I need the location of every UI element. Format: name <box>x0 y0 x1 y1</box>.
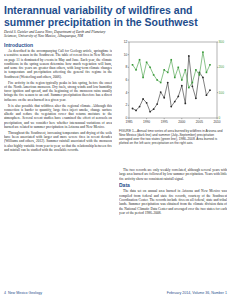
marker <box>142 77 144 79</box>
paragraph: Throughout the Southwest, increasing tem… <box>4 131 112 152</box>
title: Interannual variability of wildfires and… <box>4 4 228 28</box>
marker <box>195 97 197 99</box>
marker <box>185 69 187 71</box>
right-column: The two records are only weakly correlat… <box>119 168 227 287</box>
marker <box>153 108 155 110</box>
marker <box>202 51 204 53</box>
marker <box>142 98 144 100</box>
y2-tick-label: 100 <box>219 91 225 95</box>
marker <box>174 77 176 79</box>
paragraph: As described in the accompanying Call fo… <box>4 49 112 79</box>
y-tick <box>128 42 129 43</box>
marker <box>192 82 194 84</box>
marker <box>191 85 193 87</box>
marker <box>149 111 151 113</box>
marker <box>160 82 162 84</box>
x-tick-label: 1995 <box>161 120 168 124</box>
marker <box>160 91 162 93</box>
marker <box>163 97 165 99</box>
marker <box>202 77 204 79</box>
y-tick-label: 6 <box>126 78 128 82</box>
marker <box>206 72 208 74</box>
y-tick-label: 2 <box>126 103 128 107</box>
y-tick <box>128 67 129 68</box>
marker <box>199 74 201 76</box>
paragraph: It is also possible that wildfires alter… <box>4 104 112 130</box>
marker <box>146 102 148 104</box>
series-line <box>133 52 210 87</box>
caption: FIGURE 1—Annual time series of area burn… <box>119 130 227 146</box>
y-tick-label: 4 <box>126 91 128 95</box>
marker <box>188 55 190 57</box>
marker <box>132 108 134 110</box>
y2-tick-label: 200 <box>219 65 225 69</box>
heading: Data <box>119 182 227 188</box>
marker <box>174 101 176 103</box>
paragraph: The two records are only weakly correlat… <box>119 168 227 181</box>
plot-area <box>132 51 211 112</box>
y-tick-label: 12 <box>124 40 128 44</box>
marker <box>146 61 148 63</box>
paragraph: The data set on annual area burned in Ar… <box>119 189 227 215</box>
y-tick <box>128 80 129 81</box>
journal: New Mexico Geology <box>8 291 42 295</box>
marker <box>195 69 197 71</box>
marker <box>167 72 169 74</box>
marker <box>149 67 151 69</box>
footer: 4 New Mexico Geology February 2014, Volum… <box>4 291 227 295</box>
marker <box>135 110 137 112</box>
marker <box>163 69 165 71</box>
y-tick <box>128 54 129 55</box>
y-tick-label: 10 <box>124 53 128 57</box>
chart: 0246810120100200300198519901995200020052… <box>118 38 228 128</box>
marker <box>139 106 141 108</box>
marker <box>156 79 158 81</box>
marker <box>170 59 172 61</box>
marker <box>167 82 169 84</box>
y2-tick-label: 300 <box>219 40 225 44</box>
marker <box>188 87 190 89</box>
y-tick <box>128 92 129 93</box>
y-tick <box>128 118 129 119</box>
x-tick-label: 1990 <box>143 120 150 124</box>
marker <box>181 85 183 87</box>
marker <box>209 89 211 91</box>
marker <box>135 69 137 71</box>
marker <box>206 94 208 96</box>
authors: David S. Gutzler and Laura Nims, Departm… <box>4 30 112 39</box>
marker <box>139 59 141 61</box>
x-tick-label: 2010 <box>213 120 220 124</box>
marker <box>177 67 179 69</box>
x-tick-label: 2000 <box>178 120 185 124</box>
page-number: 4 <box>4 291 6 295</box>
left-column: IntroductionAs described in the accompan… <box>4 41 112 287</box>
marker <box>153 74 155 76</box>
marker <box>209 64 211 66</box>
marker <box>184 103 186 105</box>
y-tick-label: 8 <box>126 65 128 69</box>
marker <box>156 103 158 105</box>
x-tick-label: 2005 <box>196 120 203 124</box>
frame <box>129 42 217 118</box>
x-tick-label: 1985 <box>125 120 132 124</box>
marker <box>177 96 179 98</box>
issue: February 2014, Volume 36, Number 1 <box>167 291 227 295</box>
marker <box>132 64 134 66</box>
series-line <box>133 56 210 112</box>
paragraph: Fire activity in the region typically pe… <box>4 81 112 102</box>
marker <box>181 79 183 81</box>
marker <box>170 106 172 108</box>
heading: Introduction <box>4 42 112 48</box>
y-tick <box>128 105 129 106</box>
